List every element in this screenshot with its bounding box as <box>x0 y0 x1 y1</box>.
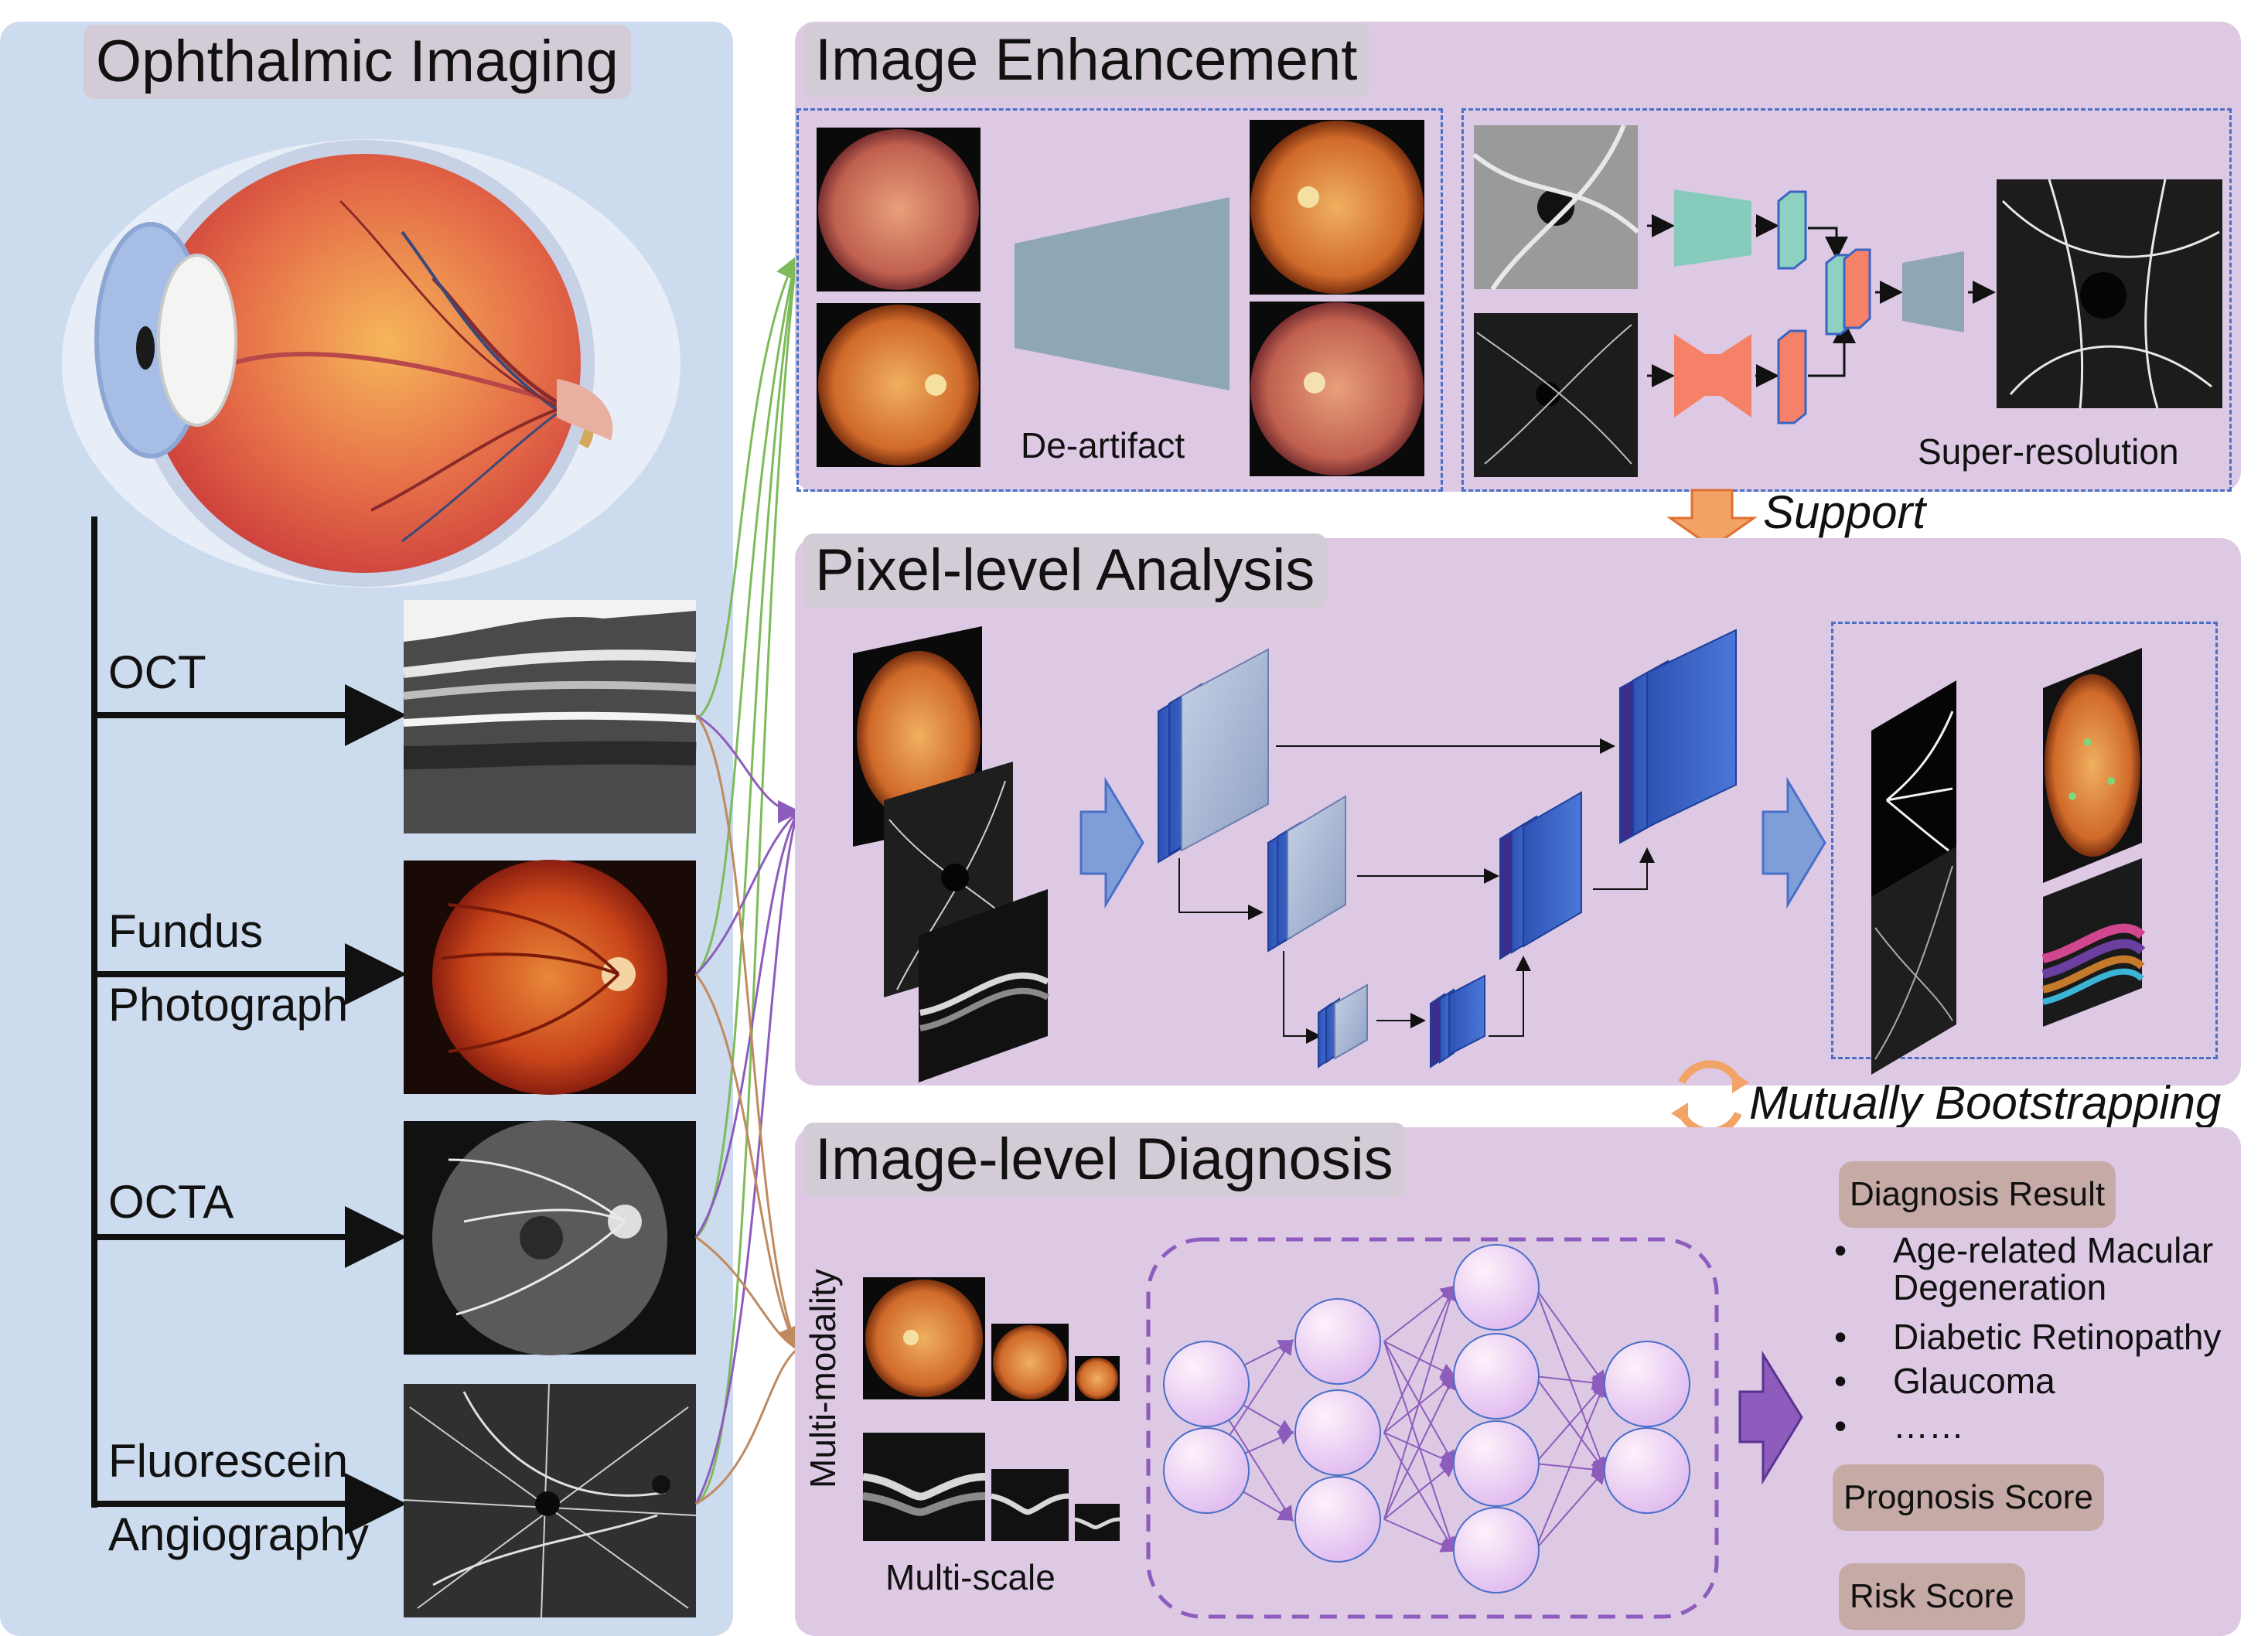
diagnosis-result-pill: Diagnosis Result <box>1839 1161 2116 1228</box>
multiscale-label: Multi-scale <box>885 1557 1056 1597</box>
result-bullet-2: • <box>1834 1317 1847 1357</box>
pixel-level-title: Pixel-level Analysis <box>803 533 1328 608</box>
result-item-glaucoma: Glaucoma <box>1893 1361 2055 1401</box>
superres-label: Super-resolution <box>1918 431 2179 472</box>
modality-fundus-label-2: Photograph <box>108 979 349 1031</box>
image-level-title: Image-level Diagnosis <box>803 1123 1406 1197</box>
result-bullet-1: • <box>1834 1230 1847 1270</box>
superres-box <box>1461 108 2232 492</box>
result-item-amd: Age-related Macular Degeneration <box>1893 1230 2214 1308</box>
modality-fa-label-2: Angiography <box>108 1508 369 1560</box>
image-enhancement-title: Image Enhancement <box>803 23 1370 97</box>
modality-fundus-label: Fundus <box>108 905 264 957</box>
bootstrap-label: Mutually Bootstrapping <box>1749 1077 2222 1129</box>
pixel-output-box <box>1831 622 2218 1059</box>
modality-oct-label: OCT <box>108 646 206 698</box>
modality-fa-label: Fluorescein <box>108 1435 349 1487</box>
ophthalmic-imaging-title: Ophthalmic Imaging <box>84 25 631 99</box>
result-bullet-4: • <box>1834 1406 1847 1446</box>
result-item-dr: Diabetic Retinopathy <box>1893 1317 2222 1357</box>
ophthalmic-imaging-panel <box>0 22 733 1636</box>
result-bullet-3: • <box>1834 1361 1847 1401</box>
support-label: Support <box>1763 486 1926 538</box>
deartifact-box <box>796 108 1443 492</box>
prognosis-score-pill: Prognosis Score <box>1833 1464 2104 1531</box>
risk-score-pill: Risk Score <box>1839 1563 2025 1630</box>
result-item-more: …… <box>1893 1406 1964 1446</box>
multimodality-label: Multi-modality <box>803 1269 843 1488</box>
deartifact-label: De-artifact <box>1021 425 1185 465</box>
modality-octa-label: OCTA <box>108 1176 234 1228</box>
